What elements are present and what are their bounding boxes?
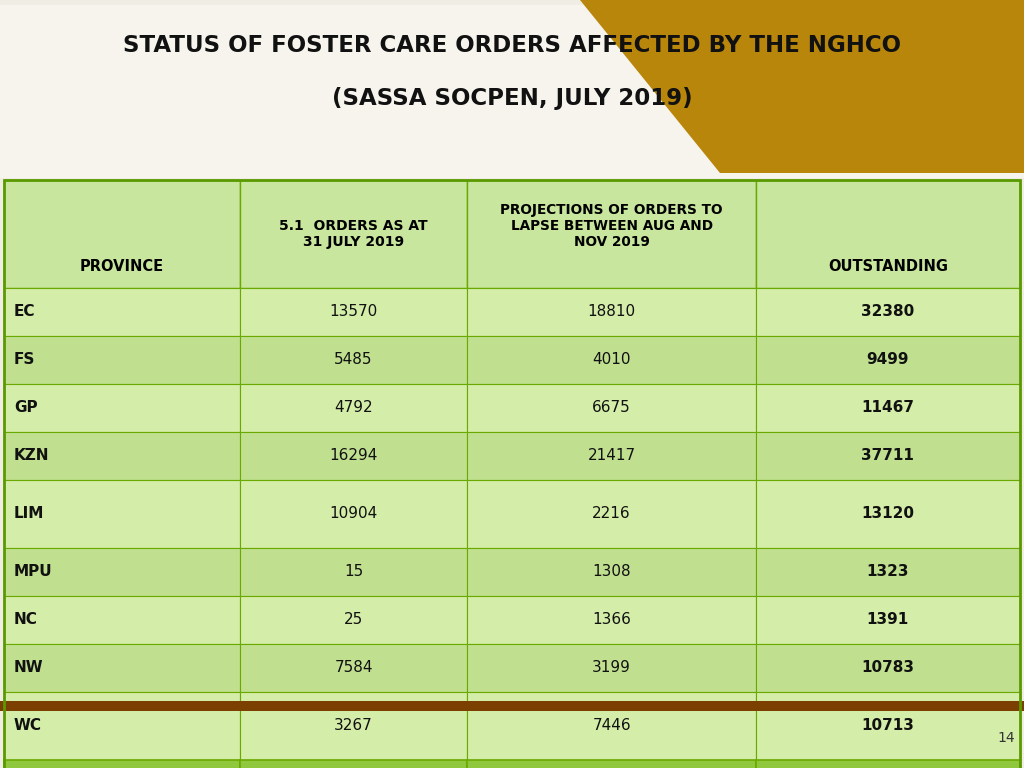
FancyBboxPatch shape	[467, 644, 756, 692]
Text: STATUS OF FOSTER CARE ORDERS AFFECTED BY THE NGHCO: STATUS OF FOSTER CARE ORDERS AFFECTED BY…	[123, 35, 901, 58]
FancyBboxPatch shape	[4, 548, 240, 596]
FancyBboxPatch shape	[240, 288, 467, 336]
Text: 9499: 9499	[866, 353, 909, 368]
Text: NC: NC	[14, 613, 38, 627]
FancyBboxPatch shape	[467, 692, 756, 760]
FancyBboxPatch shape	[240, 548, 467, 596]
FancyBboxPatch shape	[4, 692, 240, 760]
Text: 1308: 1308	[592, 564, 631, 580]
Text: WC: WC	[14, 719, 42, 733]
FancyBboxPatch shape	[756, 480, 1020, 548]
FancyBboxPatch shape	[240, 692, 467, 760]
Text: 10783: 10783	[861, 660, 914, 676]
Text: PROJECTIONS OF ORDERS TO
LAPSE BETWEEN AUG AND
NOV 2019: PROJECTIONS OF ORDERS TO LAPSE BETWEEN A…	[501, 203, 723, 249]
Text: 1391: 1391	[866, 613, 909, 627]
FancyBboxPatch shape	[240, 596, 467, 644]
FancyBboxPatch shape	[467, 384, 756, 432]
FancyBboxPatch shape	[240, 336, 467, 384]
FancyBboxPatch shape	[4, 760, 240, 768]
FancyBboxPatch shape	[756, 336, 1020, 384]
FancyBboxPatch shape	[240, 480, 467, 548]
FancyBboxPatch shape	[240, 180, 467, 288]
Text: 13570: 13570	[330, 304, 378, 319]
Text: 15: 15	[344, 564, 364, 580]
FancyBboxPatch shape	[240, 644, 467, 692]
FancyBboxPatch shape	[4, 336, 240, 384]
FancyBboxPatch shape	[240, 384, 467, 432]
FancyBboxPatch shape	[756, 596, 1020, 644]
Text: LIM: LIM	[14, 507, 44, 521]
Text: OUTSTANDING: OUTSTANDING	[828, 259, 948, 273]
Text: (SASSA SOCPEN, JULY 2019): (SASSA SOCPEN, JULY 2019)	[332, 87, 692, 110]
FancyBboxPatch shape	[4, 288, 240, 336]
Text: MPU: MPU	[14, 564, 52, 580]
Text: 32380: 32380	[861, 304, 914, 319]
FancyBboxPatch shape	[4, 644, 240, 692]
FancyBboxPatch shape	[4, 432, 240, 480]
FancyBboxPatch shape	[467, 180, 756, 288]
Text: 11467: 11467	[861, 400, 914, 415]
FancyBboxPatch shape	[756, 180, 1020, 288]
Text: 14: 14	[997, 731, 1015, 745]
Text: 21417: 21417	[588, 449, 636, 464]
Text: FS: FS	[14, 353, 36, 368]
FancyBboxPatch shape	[756, 644, 1020, 692]
FancyBboxPatch shape	[0, 701, 1024, 711]
FancyBboxPatch shape	[756, 548, 1020, 596]
Text: 2216: 2216	[592, 507, 631, 521]
FancyBboxPatch shape	[4, 480, 240, 548]
Text: NW: NW	[14, 660, 44, 676]
FancyBboxPatch shape	[467, 432, 756, 480]
Text: 1366: 1366	[592, 613, 631, 627]
Text: GP: GP	[14, 400, 38, 415]
FancyBboxPatch shape	[467, 596, 756, 644]
FancyBboxPatch shape	[756, 384, 1020, 432]
Polygon shape	[580, 0, 1024, 173]
FancyBboxPatch shape	[756, 760, 1020, 768]
FancyBboxPatch shape	[467, 288, 756, 336]
Text: PROVINCE: PROVINCE	[80, 259, 164, 273]
FancyBboxPatch shape	[240, 432, 467, 480]
FancyBboxPatch shape	[0, 5, 1024, 178]
Text: 18810: 18810	[588, 304, 636, 319]
Text: 10713: 10713	[861, 719, 914, 733]
Text: 16294: 16294	[330, 449, 378, 464]
Text: 4792: 4792	[334, 400, 373, 415]
FancyBboxPatch shape	[467, 760, 756, 768]
FancyBboxPatch shape	[4, 596, 240, 644]
FancyBboxPatch shape	[756, 432, 1020, 480]
FancyBboxPatch shape	[467, 336, 756, 384]
Text: 4010: 4010	[592, 353, 631, 368]
Text: 13120: 13120	[861, 507, 914, 521]
FancyBboxPatch shape	[4, 384, 240, 432]
Text: 6675: 6675	[592, 400, 631, 415]
Text: 3267: 3267	[334, 719, 373, 733]
Text: 3199: 3199	[592, 660, 631, 676]
Text: 10904: 10904	[330, 507, 378, 521]
FancyBboxPatch shape	[756, 692, 1020, 760]
Text: 5485: 5485	[334, 353, 373, 368]
FancyBboxPatch shape	[467, 480, 756, 548]
Text: EC: EC	[14, 304, 36, 319]
Text: KZN: KZN	[14, 449, 49, 464]
Text: 1323: 1323	[866, 564, 909, 580]
Text: 7446: 7446	[592, 719, 631, 733]
Text: 5.1  ORDERS AS AT
31 JULY 2019: 5.1 ORDERS AS AT 31 JULY 2019	[280, 219, 428, 249]
Text: 7584: 7584	[334, 660, 373, 676]
Text: 25: 25	[344, 613, 364, 627]
FancyBboxPatch shape	[756, 288, 1020, 336]
FancyBboxPatch shape	[4, 180, 240, 288]
FancyBboxPatch shape	[467, 548, 756, 596]
FancyBboxPatch shape	[240, 760, 467, 768]
Text: 37711: 37711	[861, 449, 914, 464]
